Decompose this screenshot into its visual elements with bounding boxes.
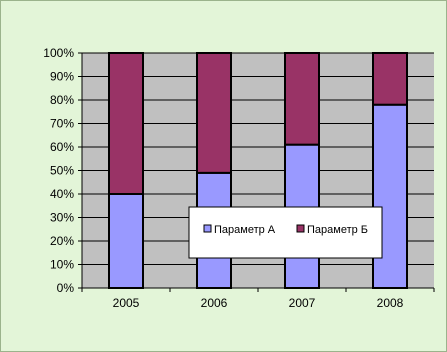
legend: Параметр А Параметр Б [188, 206, 383, 259]
x-tick-label: 2006 [201, 296, 228, 310]
y-tick-label: 50% [50, 164, 74, 178]
y-tick-label: 30% [50, 211, 74, 225]
bar-segment-2006-series-2 [196, 52, 232, 174]
y-tick-label: 10% [50, 258, 74, 272]
bar-segment-2005-series-2 [108, 52, 144, 195]
legend-label: Параметр А [214, 224, 276, 236]
y-tick-label: 20% [50, 234, 74, 248]
x-tick-label: 2008 [377, 296, 404, 310]
bar-segment-2007-series-2 [284, 52, 320, 146]
y-tick-label: 100% [43, 46, 74, 60]
y-tick-label: 90% [50, 70, 74, 84]
x-tick-label: 2007 [289, 296, 316, 310]
y-tick-label: 80% [50, 93, 74, 107]
y-axis-ticks: 0% 10% 20% 30% 40% 50% 60% 70% 80% 90% 100% [43, 46, 82, 295]
legend-swatch [296, 224, 305, 233]
bar-segment-2005-series-1 [108, 193, 144, 289]
legend-swatch [203, 224, 212, 233]
y-tick-label: 60% [50, 140, 74, 154]
legend-label: Параметр Б [307, 224, 368, 236]
y-tick-label: 70% [50, 117, 74, 131]
legend-box [188, 206, 383, 259]
x-axis-ticks: 2005 2006 2007 2008 [81, 288, 435, 310]
bar-segment-2008-series-1 [372, 103, 408, 289]
bar-segment-2008-series-2 [372, 52, 408, 106]
y-tick-label: 40% [50, 187, 74, 201]
y-tick-label: 0% [57, 281, 75, 295]
x-tick-label: 2005 [113, 296, 140, 310]
